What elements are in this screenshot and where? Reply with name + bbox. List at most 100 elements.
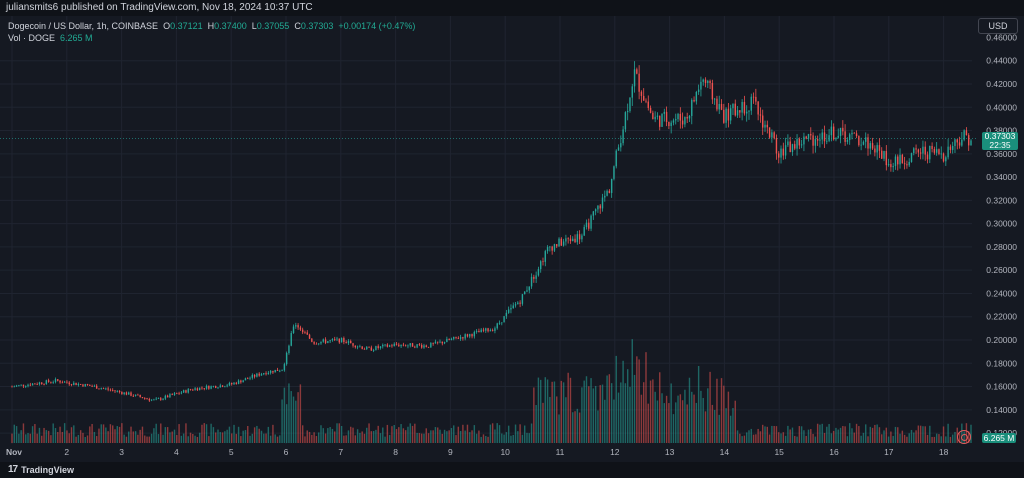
candle-body [665,111,668,122]
volume-bar [329,427,331,443]
candle-body [301,329,304,333]
volume-bar [98,428,100,443]
volume-bar [249,435,251,443]
candle-body [43,383,45,385]
volume-bar [141,426,144,443]
volume-bar [860,435,862,443]
price-chart[interactable]: 0.44000 0.42000 0.40000 0.38000 0.36000 0.340… [0,16,1024,462]
volume-bar [684,389,686,443]
chart-area[interactable]: 0.44000 0.42000 0.40000 0.38000 0.36000 0.340… [0,16,1024,462]
candle-body [34,383,36,385]
candle-body [130,392,132,396]
candle-body [572,238,574,242]
candle-body [299,327,302,330]
candle-body [711,83,714,100]
candle-body [791,144,794,153]
candle-body [404,345,407,347]
volume-bar [475,433,478,443]
volume-bar [43,427,45,443]
candle-body [75,382,77,386]
volume-bar [647,403,649,443]
volume-bar [908,433,910,443]
volume-bar [773,425,775,443]
volume-bar [217,429,219,443]
candle-body [144,398,146,399]
candle-body [732,103,734,109]
candle-body [574,238,576,243]
volume-bar [693,394,695,443]
candle-body [208,385,210,389]
candle-body [810,134,812,136]
volume-bar [665,395,668,443]
candle-body [63,381,66,383]
candle-body [425,345,427,347]
volume-bar [949,436,952,443]
volume-bar [514,424,517,443]
volume-bar [718,414,720,443]
volume-bar [407,426,409,443]
low-value: 0.37055 [256,21,290,31]
candle-body [27,384,29,387]
candle-body [505,312,508,317]
candle-body [265,373,267,375]
candle-body [848,134,851,140]
currency-button[interactable]: USD [978,18,1018,34]
candle-body [517,302,519,305]
volume-bar [629,386,631,443]
candle-body [45,380,48,385]
volume-bar [748,430,750,443]
candle-body [272,370,274,373]
candle-body [782,148,785,156]
candle-body [171,394,173,395]
candle-body [803,136,805,145]
tradingview-logo[interactable]: 17 TradingView [8,462,74,478]
volume-bar [173,429,176,443]
candle-body [205,385,208,389]
candle-body [150,399,153,401]
candle-body [57,379,59,381]
candle-body [185,390,187,393]
volume-bar [624,383,627,443]
candle-body [134,394,137,396]
volume-bar [787,425,789,443]
volume-bar [894,426,897,443]
candle-body [759,114,762,116]
candle-body [961,139,963,146]
volume-bar [892,435,894,443]
candle-body [267,372,270,375]
candle-body [102,388,105,390]
candle-body [240,380,242,383]
volume-bar [52,423,54,443]
volume-bar [729,415,732,443]
candle-body [398,344,400,347]
volume-bar [679,394,682,443]
publisher-bar: juliansmits6 published on TradingView.co… [0,0,1024,16]
candle-body [677,113,679,120]
target-icon[interactable] [957,430,971,444]
volume-bar [237,426,240,443]
y-tick-label: 0.28000 [986,242,1017,252]
volume-bar [663,403,666,443]
volume-bar [716,378,718,443]
x-tick-label: 17 [884,447,894,457]
candle-body [338,338,341,343]
axes: 0.44000 0.42000 0.40000 0.38000 0.36000 0.340… [6,32,1017,457]
candle-body [498,322,501,324]
candle-body [855,133,858,137]
candle-body [448,338,450,340]
tradingview-brand: TradingView [21,465,74,475]
volume-bar [395,429,398,443]
candle-body [897,156,899,165]
volume-bar [439,429,441,443]
candle-body [224,386,226,388]
y-tick-label: 0.16000 [986,382,1017,392]
candle-body [38,382,41,385]
volume-bar [588,386,590,443]
volume-bar [768,434,771,443]
candle-body [656,115,659,117]
candle-body [869,143,872,149]
volume-bar [855,423,858,443]
candle-body [734,103,736,116]
candle-body [638,73,640,92]
candle-body [336,338,338,340]
